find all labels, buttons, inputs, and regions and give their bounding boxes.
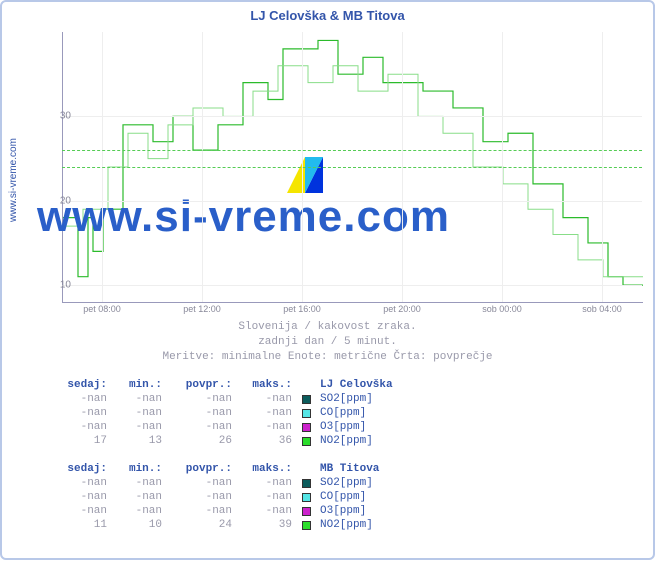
cell-povpr: -nan <box>162 490 232 504</box>
series-line <box>63 66 643 277</box>
legend-swatch-icon <box>302 423 311 432</box>
station-name: LJ Celovška <box>320 378 440 392</box>
legend-swatch-icon <box>302 437 311 446</box>
table-row: -nan-nan-nan-nanO3[ppm] <box>52 420 440 434</box>
table-header-row: sedaj:min.:povpr.:maks.: LJ Celovška <box>52 378 440 392</box>
cell-sedaj: -nan <box>52 476 107 490</box>
col-sedaj: sedaj: <box>52 462 107 476</box>
legend-swatch-icon <box>302 479 311 488</box>
cell-min: -nan <box>107 476 162 490</box>
table-row: -nan-nan-nan-nanSO2[ppm] <box>52 392 440 406</box>
legend-swatch-icon <box>302 521 311 530</box>
metric-label: NO2[ppm] <box>320 518 440 532</box>
metric-label: SO2[ppm] <box>320 392 440 406</box>
cell-maks: 36 <box>232 434 292 448</box>
col-min: min.: <box>107 462 162 476</box>
cell-povpr: -nan <box>162 476 232 490</box>
cell-sedaj: -nan <box>52 406 107 420</box>
cell-maks: -nan <box>232 392 292 406</box>
table-row: -nan-nan-nan-nanCO[ppm] <box>52 490 440 504</box>
legend-swatch-icon <box>302 395 311 404</box>
cell-maks: -nan <box>232 420 292 434</box>
cell-sedaj: -nan <box>52 420 107 434</box>
metric-label: CO[ppm] <box>320 490 440 504</box>
metric-label: O3[ppm] <box>320 420 440 434</box>
col-maks: maks.: <box>232 462 292 476</box>
gridline-h <box>62 201 642 202</box>
cell-maks: -nan <box>232 476 292 490</box>
cell-povpr: -nan <box>162 406 232 420</box>
cell-povpr: 24 <box>162 518 232 532</box>
legend-swatch-icon <box>302 409 311 418</box>
subtitle-line-1: Slovenija / kakovost zraka. <box>2 320 653 335</box>
subtitle-line-3: Meritve: minimalne Enote: metrične Črta:… <box>2 350 653 365</box>
cell-min: -nan <box>107 504 162 518</box>
cell-sedaj: -nan <box>52 392 107 406</box>
avg-line <box>62 150 642 151</box>
cell-sedaj: 17 <box>52 434 107 448</box>
cell-povpr: -nan <box>162 420 232 434</box>
y-axis-source-label: www.si-vreme.com <box>8 138 19 222</box>
xtick-label: pet 16:00 <box>283 304 321 314</box>
cell-sedaj: -nan <box>52 490 107 504</box>
cell-sedaj: 11 <box>52 518 107 532</box>
subtitle-block: Slovenija / kakovost zraka. zadnji dan /… <box>2 320 653 365</box>
metric-label: O3[ppm] <box>320 504 440 518</box>
avg-line <box>62 167 642 168</box>
cell-maks: -nan <box>232 490 292 504</box>
xtick-label: sob 04:00 <box>582 304 622 314</box>
col-povpr: povpr.: <box>162 462 232 476</box>
col-min: min.: <box>107 378 162 392</box>
metric-label: NO2[ppm] <box>320 434 440 448</box>
table-row: -nan-nan-nan-nanSO2[ppm] <box>52 476 440 490</box>
chart-title: LJ Celovška & MB Titova <box>2 2 653 25</box>
legend-swatch-icon <box>302 507 311 516</box>
cell-povpr: 26 <box>162 434 232 448</box>
xtick-label: pet 08:00 <box>83 304 121 314</box>
col-povpr: povpr.: <box>162 378 232 392</box>
cell-min: -nan <box>107 420 162 434</box>
ytick-label: 30 <box>41 111 71 122</box>
xtick-label: sob 00:00 <box>482 304 522 314</box>
cell-povpr: -nan <box>162 504 232 518</box>
xtick-label: pet 12:00 <box>183 304 221 314</box>
cell-min: -nan <box>107 490 162 504</box>
station-name: MB Titova <box>320 462 440 476</box>
metric-label: CO[ppm] <box>320 406 440 420</box>
cell-sedaj: -nan <box>52 504 107 518</box>
series-line <box>63 40 643 285</box>
station-table: sedaj:min.:povpr.:maks.:LJ Celovška-nan-… <box>52 378 440 448</box>
cell-povpr: -nan <box>162 392 232 406</box>
table-row: -nan-nan-nan-nanCO[ppm] <box>52 406 440 420</box>
ytick-label: 20 <box>41 195 71 206</box>
cell-maks: 39 <box>232 518 292 532</box>
col-sedaj: sedaj: <box>52 378 107 392</box>
cell-min: 10 <box>107 518 162 532</box>
legend-swatch-icon <box>302 493 311 502</box>
xtick-label: pet 20:00 <box>383 304 421 314</box>
table-row: 17132636 NO2[ppm] <box>52 434 440 448</box>
cell-min: -nan <box>107 406 162 420</box>
station-table: sedaj:min.:povpr.:maks.:MB Titova-nan-na… <box>52 462 440 532</box>
ytick-label: 10 <box>41 280 71 291</box>
table-header-row: sedaj:min.:povpr.:maks.: MB Titova <box>52 462 440 476</box>
gridline-h <box>62 116 642 117</box>
cell-min: -nan <box>107 392 162 406</box>
cell-maks: -nan <box>232 504 292 518</box>
cell-min: 13 <box>107 434 162 448</box>
table-row: -nan-nan-nan-nanO3[ppm] <box>52 504 440 518</box>
site-logo-icon <box>287 157 323 193</box>
cell-maks: -nan <box>232 406 292 420</box>
table-row: 11102439 NO2[ppm] <box>52 518 440 532</box>
subtitle-line-2: zadnji dan / 5 minut. <box>2 335 653 350</box>
metric-label: SO2[ppm] <box>320 476 440 490</box>
gridline-h <box>62 285 642 286</box>
data-tables: sedaj:min.:povpr.:maks.:LJ Celovška-nan-… <box>52 378 440 546</box>
chart-container: LJ Celovška & MB Titova www.si-vreme.com… <box>0 0 655 560</box>
col-maks: maks.: <box>232 378 292 392</box>
